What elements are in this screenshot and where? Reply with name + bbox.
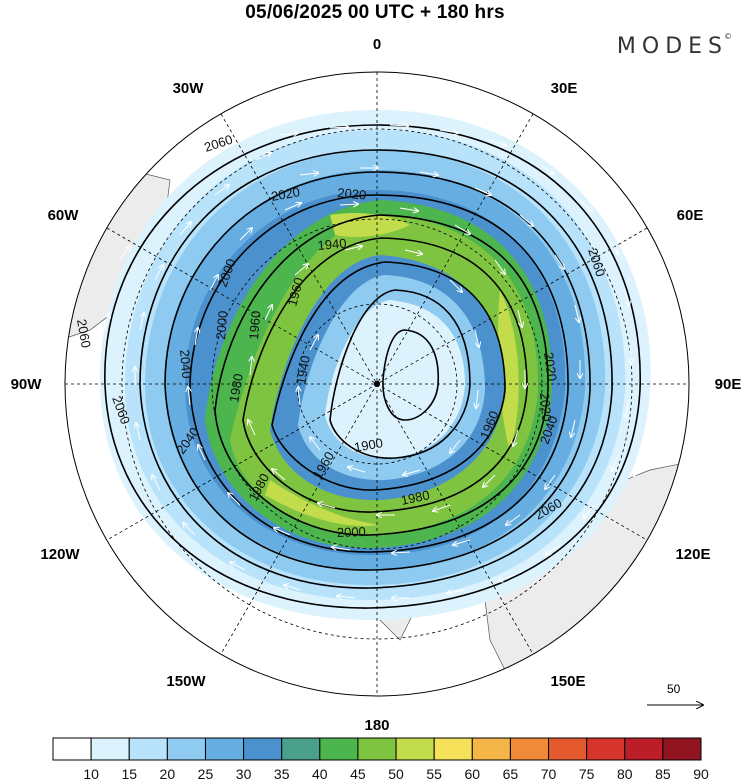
colorbar-swatch bbox=[281, 737, 321, 761]
colorbar-swatch bbox=[509, 737, 550, 761]
colorbar-swatch bbox=[128, 737, 168, 761]
lon-label-120e: 120E bbox=[675, 546, 710, 563]
contour-label: 1980 bbox=[226, 372, 246, 403]
lon-label-60e: 60E bbox=[677, 207, 704, 224]
contour-label: 1960 bbox=[246, 310, 263, 340]
contour-label: 1940 bbox=[293, 354, 313, 385]
contour-label: 1940 bbox=[317, 236, 347, 253]
colorbar-swatch bbox=[204, 737, 245, 761]
lon-label-0: 0 bbox=[373, 36, 381, 53]
reference-vector-label: 50 bbox=[667, 682, 681, 696]
logo-text: MODES bbox=[616, 34, 728, 59]
modes-logo: MODES© bbox=[616, 31, 736, 59]
contour-label: 2020 bbox=[537, 392, 554, 422]
contour-label: 1980 bbox=[400, 487, 431, 508]
contour-label: 2000 bbox=[213, 310, 230, 340]
lon-label-30e: 30E bbox=[551, 80, 578, 97]
contour-1900 bbox=[382, 329, 440, 421]
colorbar-swatch bbox=[357, 737, 397, 761]
contour-label: 2020 bbox=[270, 184, 301, 204]
colorbar-swatch bbox=[548, 737, 588, 761]
colorbar-swatch bbox=[52, 737, 92, 761]
colorbar-swatch bbox=[90, 737, 130, 761]
colorbar-swatch bbox=[662, 737, 702, 761]
lon-label-150w: 150W bbox=[166, 673, 206, 690]
contour-2060 bbox=[104, 124, 641, 609]
colorbar-swatch bbox=[433, 737, 473, 761]
lon-label-30w: 30W bbox=[173, 80, 205, 97]
colorbar-swatch bbox=[624, 737, 664, 761]
contour-1980 bbox=[214, 214, 549, 536]
colorbar-swatch bbox=[319, 737, 359, 761]
contour-1940 bbox=[271, 261, 506, 491]
lon-label-180: 180 bbox=[364, 717, 389, 734]
contour-label: 1900 bbox=[353, 435, 384, 455]
height-contours bbox=[104, 124, 641, 609]
colorbar-swatch bbox=[166, 737, 206, 761]
lon-label-90w: 90W bbox=[11, 376, 43, 393]
colorbar bbox=[52, 737, 702, 761]
lon-label-120w: 120W bbox=[40, 546, 80, 563]
pole-marker bbox=[374, 381, 380, 387]
map-boundary bbox=[64, 71, 690, 697]
map-title: 05/06/2025 00 UTC + 180 hrs bbox=[245, 2, 505, 23]
map-field: 2060 2020 2020 2060 1940 2000 1960 1960 … bbox=[65, 72, 689, 696]
lon-label-90e: 90E bbox=[715, 376, 742, 393]
contour-2040 bbox=[139, 149, 613, 589]
contour-label: 2000 bbox=[337, 524, 366, 540]
colorbar-swatch bbox=[586, 737, 626, 761]
lon-label-150e: 150E bbox=[550, 673, 585, 690]
colorbar-swatch bbox=[243, 737, 283, 761]
contour-label: 2040 bbox=[177, 349, 194, 379]
contour-1960 bbox=[242, 237, 528, 513]
contour-2000 bbox=[189, 194, 569, 553]
lon-label-60w: 60W bbox=[48, 207, 80, 224]
colorbar-swatch bbox=[395, 737, 435, 761]
contour-label: 1960 bbox=[284, 276, 306, 308]
contour-label: 2060 bbox=[74, 318, 94, 349]
longitude-labels: 0 30E 60E 90E 120E 150E 180 150W 120W 90… bbox=[11, 36, 742, 734]
logo-mark: © bbox=[724, 31, 732, 41]
contour-label: 2020 bbox=[541, 351, 560, 382]
contour-label: 2020 bbox=[337, 185, 367, 202]
colorbar-swatch bbox=[471, 737, 511, 761]
contour-2020 bbox=[164, 171, 591, 571]
wind-vectors bbox=[104, 125, 652, 598]
contour-1920 bbox=[329, 289, 471, 459]
